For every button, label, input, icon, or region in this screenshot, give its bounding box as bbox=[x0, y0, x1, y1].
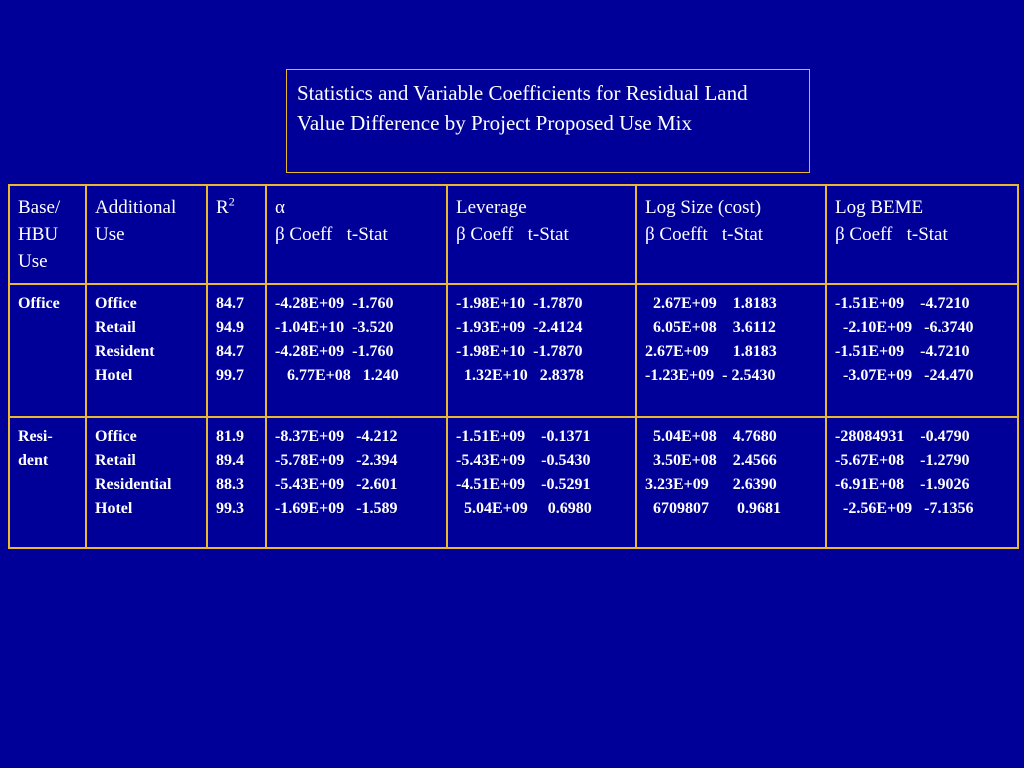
cell-base-use: Office bbox=[8, 283, 87, 418]
cell-line: 3.50E+08 2.4566 bbox=[645, 452, 777, 469]
cell-line: -4.28E+09 -1.760 bbox=[275, 295, 394, 312]
header-text: β Coeff t-Stat bbox=[456, 224, 569, 245]
cell-line: 84.7 bbox=[216, 343, 244, 360]
cell-alpha: -8.37E+09 -4.212 -5.78E+09 -2.394 -5.43E+0… bbox=[265, 416, 448, 549]
cell-line: 89.4 bbox=[216, 452, 244, 469]
cell-line: -2.10E+09 -6.3740 bbox=[835, 319, 974, 336]
slide-title: Statistics and Variable Coefficients for… bbox=[286, 69, 810, 173]
cell-line: -1.69E+09 -1.589 bbox=[275, 500, 398, 517]
cell-line: Residential bbox=[95, 476, 172, 493]
cell-line: -5.78E+09 -2.394 bbox=[275, 452, 398, 469]
cell-line: Office bbox=[95, 428, 137, 445]
header-text: Log Size (cost) bbox=[645, 197, 762, 218]
cell-r-squared: 81.9 89.4 88.3 99.3 bbox=[206, 416, 267, 549]
header-additional-use: Additional Use bbox=[85, 184, 208, 285]
cell-line: 94.9 bbox=[216, 319, 244, 336]
cell-log-size: 5.04E+08 4.7680 3.50E+08 2.4566 3.23E+09 … bbox=[635, 416, 827, 549]
cell-leverage: -1.98E+10 -1.7870 -1.93E+09 -2.4124 -1.98E… bbox=[446, 283, 637, 418]
header-text: HBU bbox=[18, 224, 59, 245]
cell-line: -1.98E+10 -1.7870 bbox=[456, 295, 583, 312]
cell-line: -2.56E+09 -7.1356 bbox=[835, 500, 974, 517]
cell-line: -28084931 -0.4790 bbox=[835, 428, 970, 445]
cell-line: 2.67E+09 1.8183 bbox=[645, 295, 777, 312]
cell-line: Office bbox=[18, 295, 60, 312]
cell-line: 5.04E+08 4.7680 bbox=[645, 428, 777, 445]
header-alpha: α β Coeff t-Stat bbox=[265, 184, 448, 285]
cell-line: 5.04E+09 0.6980 bbox=[456, 500, 592, 517]
cell-line: -8.37E+09 -4.212 bbox=[275, 428, 398, 445]
cell-alpha: -4.28E+09 -1.760 -1.04E+10 -3.520 -4.28E+0… bbox=[265, 283, 448, 418]
cell-log-size: 2.67E+09 1.8183 6.05E+08 3.6112 2.67E+09 … bbox=[635, 283, 827, 418]
cell-line: -1.23E+09 - 2.5430 bbox=[645, 367, 776, 384]
cell-line: Resident bbox=[95, 343, 155, 360]
header-leverage: Leverage β Coeff t-Stat bbox=[446, 184, 637, 285]
cell-line: 81.9 bbox=[216, 428, 244, 445]
header-text: Log BEME bbox=[835, 197, 924, 218]
header-base-hbu-use: Base/ HBU Use bbox=[8, 184, 87, 285]
cell-line: 99.3 bbox=[216, 500, 244, 517]
cell-leverage: -1.51E+09 -0.1371 -5.43E+09 -0.5430 -4.51E… bbox=[446, 416, 637, 549]
cell-line: Hotel bbox=[95, 500, 133, 517]
cell-line: Resi- bbox=[18, 428, 53, 445]
cell-line: 84.7 bbox=[216, 295, 244, 312]
cell-line: -4.28E+09 -1.760 bbox=[275, 343, 394, 360]
cell-log-beme: -28084931 -0.4790 -5.67E+08 -1.2790 -6.91E… bbox=[825, 416, 1019, 549]
header-row: Base/ HBU Use Additional Use R2 α β Coef… bbox=[8, 184, 1019, 285]
cell-log-beme: -1.51E+09 -4.7210 -2.10E+09 -6.3740 -1.51… bbox=[825, 283, 1019, 418]
cell-line: -3.07E+09 -24.470 bbox=[835, 367, 974, 384]
cell-line: Hotel bbox=[95, 367, 133, 384]
cell-line: 99.7 bbox=[216, 367, 244, 384]
cell-line: -1.93E+09 -2.4124 bbox=[456, 319, 583, 336]
cell-line: -1.51E+09 -0.1371 bbox=[456, 428, 591, 445]
header-text: Use bbox=[18, 251, 48, 272]
slide-title-text: Statistics and Variable Coefficients for… bbox=[297, 81, 748, 135]
cell-line: 3.23E+09 2.6390 bbox=[645, 476, 777, 493]
header-text: Base/ bbox=[18, 197, 61, 218]
header-log-size: Log Size (cost) β Coefft t-Stat bbox=[635, 184, 827, 285]
cell-additional-use: Office Retail Resident Hotel bbox=[85, 283, 208, 418]
cell-line: -1.04E+10 -3.520 bbox=[275, 319, 394, 336]
cell-line: 1.32E+10 2.8378 bbox=[456, 367, 584, 384]
cell-line: -5.67E+08 -1.2790 bbox=[835, 452, 970, 469]
cell-r-squared: 84.7 94.9 84.7 99.7 bbox=[206, 283, 267, 418]
header-text: Use bbox=[95, 224, 125, 245]
table-row: Resi-dent Office Retail Residential Hotel 8… bbox=[8, 416, 1019, 549]
cell-line: 6.05E+08 3.6112 bbox=[645, 319, 776, 336]
header-text: Additional bbox=[95, 197, 177, 218]
cell-base-use: Resi-dent bbox=[8, 416, 87, 549]
header-r-squared: R2 bbox=[206, 184, 267, 285]
cell-line: Retail bbox=[95, 452, 136, 469]
cell-line: -1.51E+09 -4.7210 bbox=[835, 343, 970, 360]
cell-line: 6.77E+08 1.240 bbox=[275, 367, 399, 384]
table-row: Office Office Retail Resident Hotel 84.7 94.… bbox=[8, 283, 1019, 418]
cell-line: -1.98E+10 -1.7870 bbox=[456, 343, 583, 360]
cell-line: dent bbox=[18, 452, 49, 469]
header-text: α bbox=[275, 197, 285, 218]
cell-line: Office bbox=[95, 295, 137, 312]
header-text: R bbox=[216, 197, 229, 218]
cell-line: -1.51E+09 -4.7210 bbox=[835, 295, 970, 312]
cell-line: -6.91E+08 -1.9026 bbox=[835, 476, 970, 493]
header-log-beme: Log BEME β Coeff t-Stat bbox=[825, 184, 1019, 285]
superscript: 2 bbox=[228, 194, 235, 209]
header-text: β Coefft t-Stat bbox=[645, 224, 764, 245]
cell-line: -5.43E+09 -0.5430 bbox=[456, 452, 591, 469]
coefficients-table: Base/ HBU Use Additional Use R2 α β Coef… bbox=[8, 184, 1019, 549]
cell-line: -5.43E+09 -2.601 bbox=[275, 476, 398, 493]
cell-line: Retail bbox=[95, 319, 136, 336]
header-text: β Coeff t-Stat bbox=[275, 224, 388, 245]
header-text: Leverage bbox=[456, 197, 527, 218]
header-text: β Coeff t-Stat bbox=[835, 224, 948, 245]
cell-line: 6709807 0.9681 bbox=[645, 500, 781, 517]
cell-line: 88.3 bbox=[216, 476, 244, 493]
cell-additional-use: Office Retail Residential Hotel bbox=[85, 416, 208, 549]
cell-line: -4.51E+09 -0.5291 bbox=[456, 476, 591, 493]
cell-line: 2.67E+09 1.8183 bbox=[645, 343, 777, 360]
